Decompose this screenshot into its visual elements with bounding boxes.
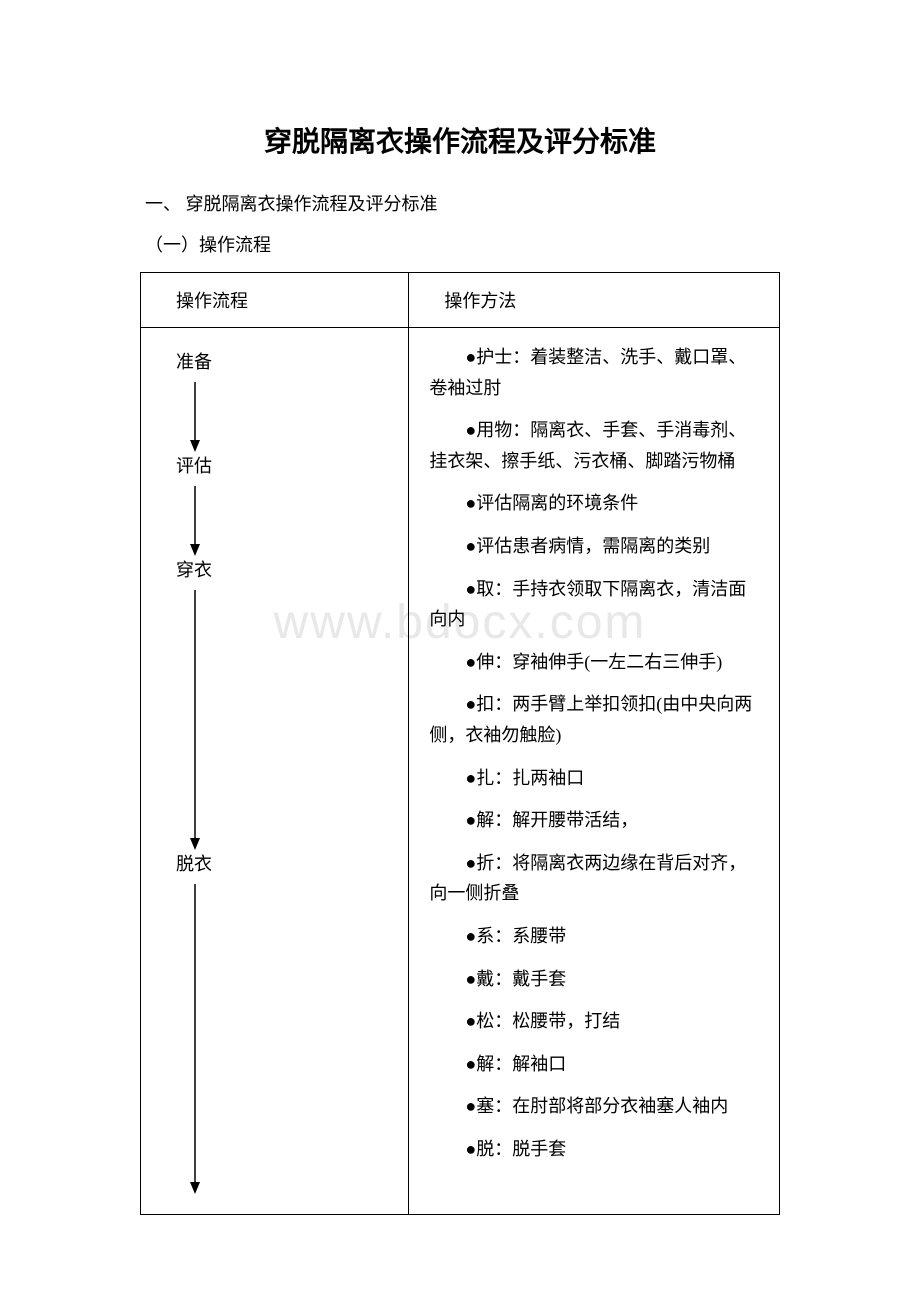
header-method: 操作方法 <box>409 273 780 328</box>
sub-heading: （一）操作流程 <box>145 231 780 257</box>
arrow-1 <box>188 382 373 452</box>
method-item: ●用物：隔离衣、手套、手消毒剂、挂衣架、擦手纸、污衣桶、脚踏污物桶 <box>429 415 759 476</box>
arrow-4 <box>188 884 373 1194</box>
method-item: ●解：解开腰带活结， <box>429 805 759 836</box>
method-item: ●解：解袖口 <box>429 1049 759 1080</box>
header-flow: 操作流程 <box>141 273 409 328</box>
method-item: ●扣：两手臂上举扣领扣(由中央向两侧，衣袖勿触脸) <box>429 689 759 750</box>
flow-step-doff: 脱衣 <box>176 850 373 876</box>
method-cell: ●护士：着装整洁、洗手、戴口罩、卷袖过肘 ●用物：隔离衣、手套、手消毒剂、挂衣架… <box>409 328 780 1215</box>
method-item: ●塞：在肘部将部分衣袖塞人袖内 <box>429 1091 759 1122</box>
flow-cell: 准备 评估 穿衣 <box>141 328 409 1215</box>
method-item: ●折：将隔离衣两边缘在背后对齐，向一侧折叠 <box>429 848 759 909</box>
method-item: ●戴：戴手套 <box>429 964 759 995</box>
table-header-row: 操作流程 操作方法 <box>141 273 780 328</box>
flow-step-don: 穿衣 <box>176 556 373 582</box>
method-item: ●系：系腰带 <box>429 921 759 952</box>
method-item: ●取：手持衣领取下隔离衣，清洁面向内 <box>429 574 759 635</box>
table-body-row: 准备 评估 穿衣 <box>141 328 780 1215</box>
method-item: ●伸：穿袖伸手(一左二右三伸手) <box>429 647 759 678</box>
method-item: ●评估隔离的环境条件 <box>429 488 759 519</box>
flow-step-prepare: 准备 <box>176 348 373 374</box>
page-title: 穿脱隔离衣操作流程及评分标准 <box>140 120 780 160</box>
flow-step-assess: 评估 <box>176 452 373 478</box>
method-item: ●松：松腰带，打结 <box>429 1006 759 1037</box>
arrow-2 <box>188 486 373 556</box>
method-item: ●护士：着装整洁、洗手、戴口罩、卷袖过肘 <box>429 342 759 403</box>
method-item: ●评估患者病情，需隔离的类别 <box>429 531 759 562</box>
arrow-3 <box>188 590 373 850</box>
method-item: ●脱：脱手套 <box>429 1134 759 1165</box>
procedure-table: 操作流程 操作方法 准备 评估 穿衣 <box>140 272 780 1215</box>
section-heading: 一、 穿脱隔离衣操作流程及评分标准 <box>145 190 780 216</box>
method-item: ●扎：扎两袖口 <box>429 763 759 794</box>
page-content: 穿脱隔离衣操作流程及评分标准 一、 穿脱隔离衣操作流程及评分标准 （一）操作流程… <box>0 0 920 1215</box>
